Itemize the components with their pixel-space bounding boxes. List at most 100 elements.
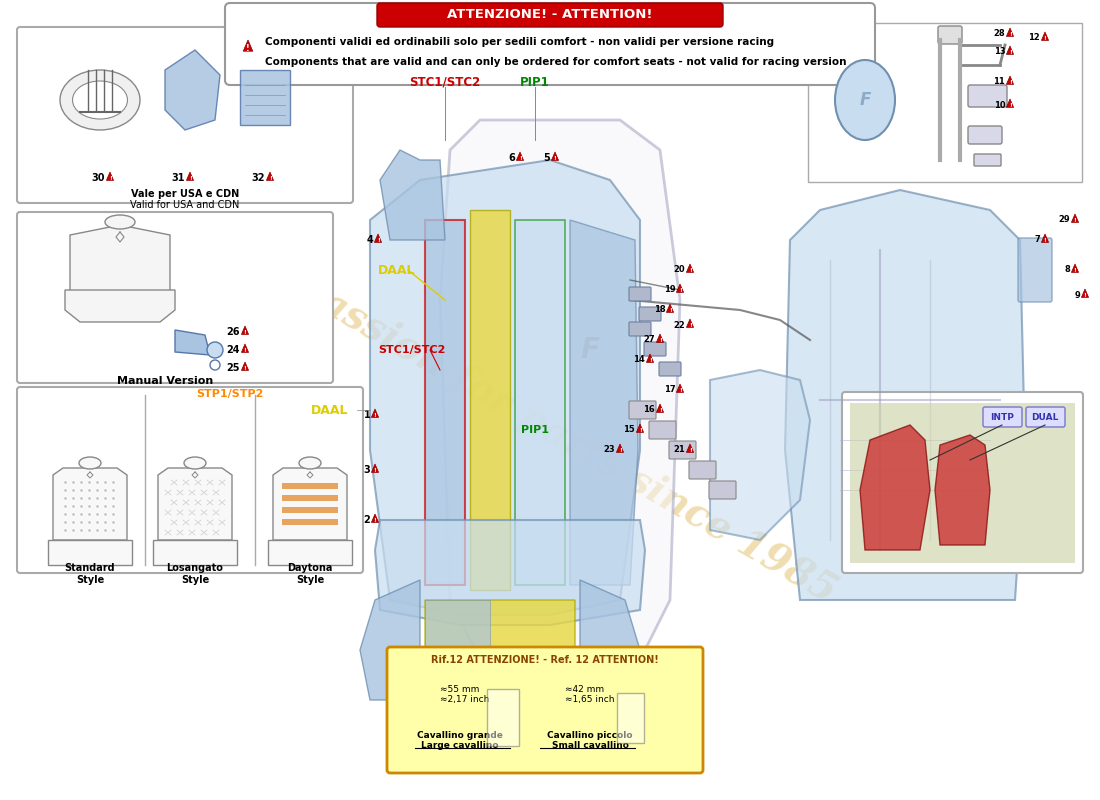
FancyBboxPatch shape xyxy=(842,392,1084,573)
Polygon shape xyxy=(375,520,645,625)
Ellipse shape xyxy=(835,60,895,140)
FancyBboxPatch shape xyxy=(968,85,1006,107)
Text: !: ! xyxy=(243,330,246,334)
Text: !: ! xyxy=(639,428,641,433)
Polygon shape xyxy=(710,370,810,540)
Polygon shape xyxy=(241,362,249,370)
Text: !: ! xyxy=(374,468,376,473)
FancyBboxPatch shape xyxy=(974,154,1001,166)
Text: 27: 27 xyxy=(644,335,656,345)
Text: Cavallino grande
Large cavallino: Cavallino grande Large cavallino xyxy=(417,730,503,750)
Text: ≈55 mm
≈2,17 inch: ≈55 mm ≈2,17 inch xyxy=(440,685,490,705)
FancyBboxPatch shape xyxy=(282,483,338,489)
Text: 17: 17 xyxy=(663,386,675,394)
Text: PIP1: PIP1 xyxy=(520,75,550,89)
Text: !: ! xyxy=(374,413,376,418)
Text: 31: 31 xyxy=(172,173,185,183)
Text: ≈42 mm
≈1,65 inch: ≈42 mm ≈1,65 inch xyxy=(565,685,615,705)
FancyBboxPatch shape xyxy=(710,481,736,499)
Text: 3: 3 xyxy=(363,465,371,475)
Text: 23: 23 xyxy=(604,446,615,454)
Polygon shape xyxy=(657,334,663,342)
Text: 1: 1 xyxy=(363,410,371,420)
Text: ATTENZIONE! - ATTENTION!: ATTENZIONE! - ATTENTION! xyxy=(448,9,652,22)
Polygon shape xyxy=(425,600,575,725)
Text: 24: 24 xyxy=(227,345,240,355)
FancyBboxPatch shape xyxy=(659,362,681,376)
Text: !: ! xyxy=(243,366,246,371)
Polygon shape xyxy=(425,600,490,710)
Text: 22: 22 xyxy=(673,321,685,330)
Text: 19: 19 xyxy=(663,286,675,294)
Polygon shape xyxy=(570,220,638,585)
Ellipse shape xyxy=(184,457,206,469)
Text: Components that are valid and can only be ordered for comfort seats - not valid : Components that are valid and can only b… xyxy=(265,57,847,67)
Text: !: ! xyxy=(1009,80,1011,85)
Polygon shape xyxy=(551,152,559,160)
Polygon shape xyxy=(360,580,420,700)
Text: !: ! xyxy=(689,322,692,328)
Polygon shape xyxy=(515,220,565,585)
Text: !: ! xyxy=(679,388,681,393)
Polygon shape xyxy=(580,580,640,700)
Text: Componenti validi ed ordinabili solo per sedili comfort - non validi per version: Componenti validi ed ordinabili solo per… xyxy=(265,37,774,47)
FancyBboxPatch shape xyxy=(487,689,519,746)
Text: 10: 10 xyxy=(993,101,1005,110)
FancyBboxPatch shape xyxy=(282,507,338,513)
Text: 16: 16 xyxy=(644,406,656,414)
Text: Valid for USA and CDN: Valid for USA and CDN xyxy=(130,200,240,210)
Polygon shape xyxy=(175,330,210,355)
Polygon shape xyxy=(65,290,175,322)
Text: !: ! xyxy=(268,176,272,181)
Polygon shape xyxy=(860,425,930,550)
FancyBboxPatch shape xyxy=(629,322,651,336)
Polygon shape xyxy=(667,304,673,312)
Polygon shape xyxy=(48,540,132,565)
Text: 20: 20 xyxy=(673,266,685,274)
FancyBboxPatch shape xyxy=(689,461,716,479)
FancyBboxPatch shape xyxy=(649,421,676,439)
Polygon shape xyxy=(240,70,290,125)
Text: 15: 15 xyxy=(624,426,635,434)
FancyBboxPatch shape xyxy=(16,212,333,383)
Text: !: ! xyxy=(618,448,621,453)
FancyBboxPatch shape xyxy=(629,287,651,301)
Polygon shape xyxy=(241,344,249,352)
Polygon shape xyxy=(1071,264,1079,272)
Text: DAAL: DAAL xyxy=(311,403,349,417)
Text: 28: 28 xyxy=(993,30,1005,38)
Ellipse shape xyxy=(79,457,101,469)
FancyBboxPatch shape xyxy=(282,519,338,525)
Text: 29: 29 xyxy=(1058,215,1070,225)
FancyBboxPatch shape xyxy=(1018,238,1052,302)
FancyBboxPatch shape xyxy=(808,23,1082,182)
Polygon shape xyxy=(1042,32,1048,40)
FancyBboxPatch shape xyxy=(983,407,1022,427)
Text: !: ! xyxy=(1074,268,1077,273)
Polygon shape xyxy=(374,234,382,242)
Text: !: ! xyxy=(1009,50,1011,54)
Text: !: ! xyxy=(243,348,246,353)
Polygon shape xyxy=(1006,99,1013,107)
Text: Manual Version: Manual Version xyxy=(117,376,213,386)
Polygon shape xyxy=(241,326,249,334)
Text: DUAL: DUAL xyxy=(1032,413,1058,422)
Polygon shape xyxy=(370,160,640,615)
Text: F: F xyxy=(581,336,600,364)
Text: !: ! xyxy=(659,338,661,342)
FancyBboxPatch shape xyxy=(387,647,703,773)
Polygon shape xyxy=(676,284,683,292)
Ellipse shape xyxy=(299,457,321,469)
Polygon shape xyxy=(165,50,220,130)
Text: 4: 4 xyxy=(366,235,373,245)
FancyBboxPatch shape xyxy=(850,403,1075,563)
Text: !: ! xyxy=(188,176,191,181)
FancyBboxPatch shape xyxy=(226,3,875,85)
Text: !: ! xyxy=(518,156,521,161)
FancyBboxPatch shape xyxy=(644,342,666,356)
Polygon shape xyxy=(243,40,253,51)
Polygon shape xyxy=(657,404,663,413)
FancyBboxPatch shape xyxy=(938,26,962,44)
Text: Daytona
Style: Daytona Style xyxy=(287,563,332,585)
Text: !: ! xyxy=(669,308,671,313)
